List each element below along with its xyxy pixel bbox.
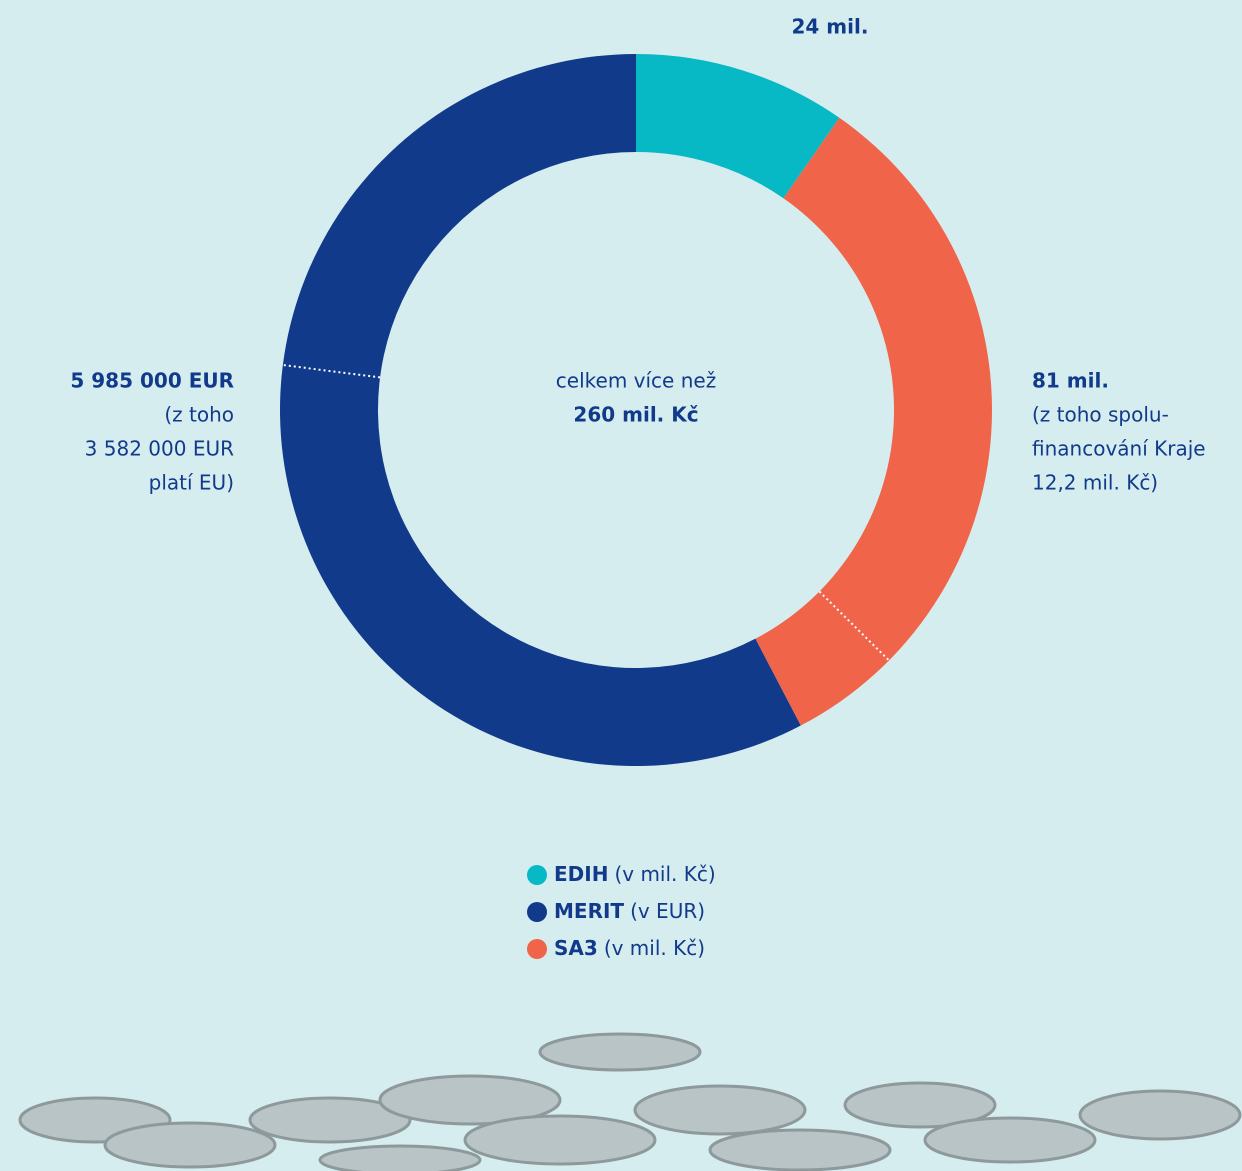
donut-slice: [279, 54, 801, 767]
legend-unit: (v mil. Kč): [604, 936, 705, 960]
legend-name: SA3: [554, 936, 598, 960]
slice-label: 81 mil.: [1032, 369, 1109, 393]
donut-slice: [636, 54, 840, 199]
donut-slice: [755, 117, 992, 726]
legend-unit: (v EUR): [630, 899, 705, 923]
legend-unit: (v mil. Kč): [614, 862, 715, 886]
legend-name: MERIT: [554, 899, 624, 923]
coins-decoration: [18, 1032, 1242, 1171]
legend-entry: EDIH (v mil. Kč): [554, 862, 716, 886]
sub-divider: [280, 363, 381, 379]
slice-note: financování Kraje: [1032, 437, 1206, 461]
legend-swatch: [527, 939, 547, 959]
slice-note: 12,2 mil. Kč): [1032, 471, 1158, 495]
center-label: celkem více než: [556, 369, 716, 393]
slice-note: 3 582 000 EUR: [85, 437, 234, 461]
legend-entry: SA3 (v mil. Kč): [554, 936, 705, 960]
slice-note: (z toho spolu-: [1032, 403, 1169, 427]
center-total: 260 mil. Kč: [573, 403, 698, 427]
legend-swatch: [527, 902, 547, 922]
legend-swatch: [527, 865, 547, 885]
sub-divider: [818, 590, 892, 663]
legend-name: EDIH: [554, 862, 608, 886]
slice-label: 5 985 000 EUR: [70, 369, 234, 393]
slice-note: platí EU): [149, 471, 234, 495]
legend-entry: MERIT (v EUR): [554, 899, 705, 923]
slice-note: (z toho: [164, 403, 234, 427]
slice-label: 24 mil.: [792, 15, 869, 39]
